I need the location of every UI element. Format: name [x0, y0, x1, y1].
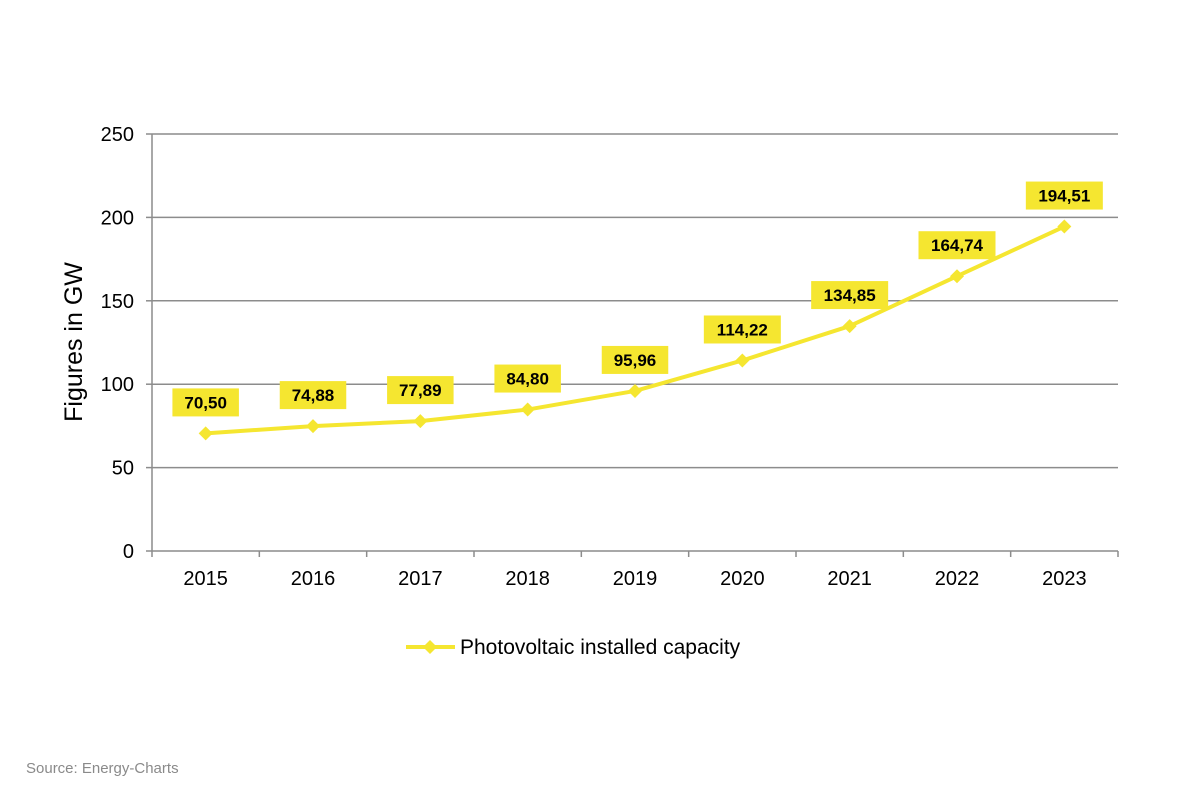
data-label-box	[601, 345, 669, 374]
data-point-marker	[306, 419, 320, 434]
data-label: 164,74	[931, 236, 984, 255]
data-point-marker	[198, 426, 213, 441]
data-point-marker	[628, 383, 642, 398]
y-axis-label: Figures in GW	[60, 262, 88, 422]
data-label: 74,88	[292, 386, 335, 405]
data-label: 95,96	[614, 351, 657, 370]
data-label-box	[279, 381, 347, 410]
data-point-marker	[735, 353, 750, 368]
x-tick-label: 2016	[291, 568, 336, 590]
x-tick-label: 2017	[398, 568, 443, 590]
x-tick-label: 2019	[613, 568, 658, 590]
data-labels: 70,50 74,88 77,89 84,80 95,96 114,22 134,85 164…	[172, 181, 1103, 417]
data-point-marker	[842, 319, 857, 334]
x-tick-label: 2015	[183, 568, 228, 590]
y-axis-ticks: 0 50 100 150 200 250	[101, 124, 152, 563]
data-label-box	[918, 231, 996, 260]
series-markers	[198, 219, 1072, 441]
data-label-box	[494, 364, 561, 393]
y-tick-label: 200	[101, 207, 134, 229]
data-label-box	[811, 281, 889, 310]
data-label-box	[387, 376, 454, 405]
data-label: 70,50	[184, 393, 227, 412]
gridlines	[152, 133, 1118, 469]
data-label: 114,22	[717, 320, 768, 339]
data-point-marker	[1057, 219, 1072, 234]
data-label: 134,85	[824, 286, 876, 305]
x-tick-label: 2021	[827, 568, 872, 590]
data-label-box	[172, 388, 239, 417]
y-tick-label: 100	[101, 374, 134, 396]
data-point-marker	[950, 269, 964, 284]
y-tick-label: 50	[112, 458, 134, 480]
axes	[151, 134, 1118, 552]
data-label: 84,80	[506, 370, 549, 389]
x-tick-label: 2023	[1042, 568, 1087, 590]
data-point-marker	[520, 402, 535, 417]
x-axis-ticks: 2015 2016 2017 2018 2019 2020 2021 2022 2023	[151, 551, 1119, 590]
x-tick-label: 2020	[720, 568, 765, 590]
data-label: 77,89	[399, 381, 442, 400]
legend: Photovoltaic installed capacity	[406, 636, 741, 659]
data-label-box	[703, 315, 781, 344]
y-tick-label: 250	[101, 124, 134, 146]
y-tick-label: 150	[101, 291, 134, 313]
legend-label: Photovoltaic installed capacity	[460, 636, 741, 659]
legend-diamond-marker	[423, 640, 437, 654]
data-label-box	[1025, 181, 1103, 210]
source-note: Source: Energy-Charts	[26, 760, 179, 777]
x-tick-label: 2022	[935, 568, 980, 590]
x-tick-label: 2018	[505, 568, 550, 590]
data-label: 194,51	[1038, 187, 1090, 206]
y-tick-label: 0	[123, 541, 134, 563]
data-point-marker	[413, 414, 428, 429]
